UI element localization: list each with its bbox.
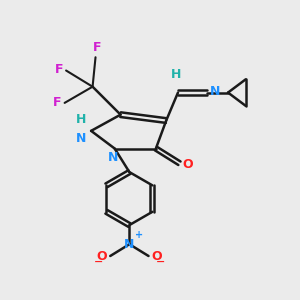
Text: +: +: [135, 230, 143, 240]
Text: H: H: [171, 68, 182, 81]
Text: −: −: [156, 257, 165, 267]
Text: N: N: [76, 132, 87, 145]
Text: F: F: [93, 41, 101, 54]
Text: N: N: [210, 85, 221, 98]
Text: N: N: [124, 238, 135, 251]
Text: H: H: [76, 113, 87, 126]
Text: −: −: [94, 257, 103, 267]
Text: O: O: [152, 250, 162, 262]
Text: N: N: [108, 152, 119, 164]
Text: O: O: [182, 158, 193, 171]
Text: F: F: [53, 96, 62, 110]
Text: F: F: [55, 62, 63, 76]
Text: O: O: [97, 250, 107, 262]
